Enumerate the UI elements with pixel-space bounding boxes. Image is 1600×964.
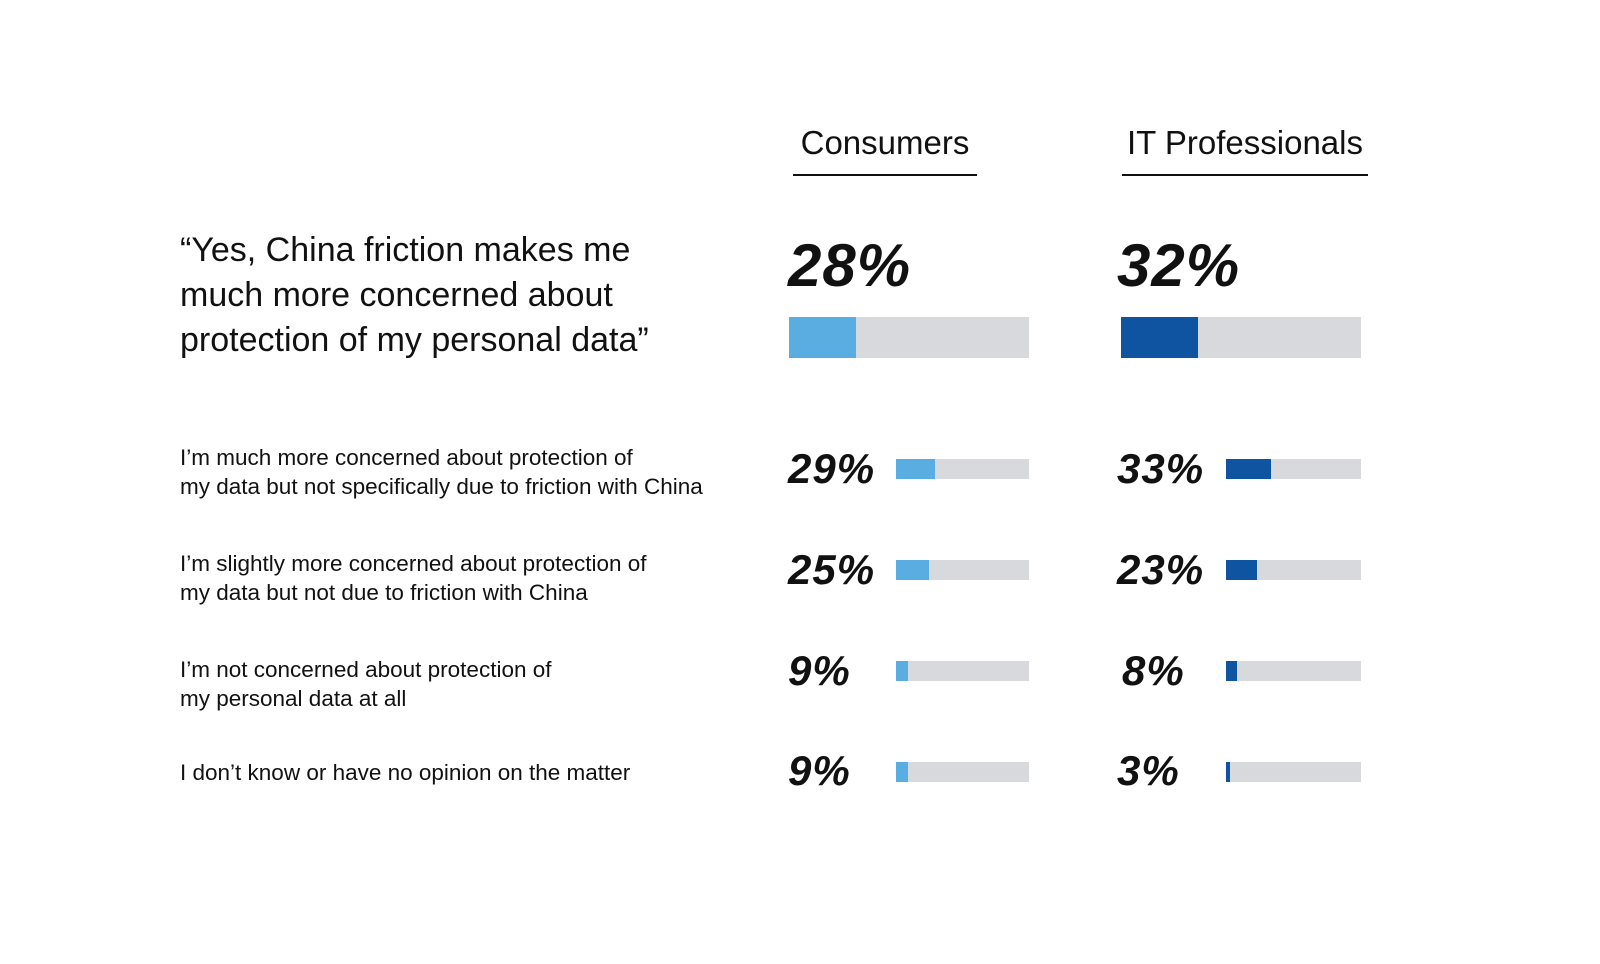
- it-bar-track: [1226, 560, 1361, 580]
- row-label-line: I’m not concerned about protection of: [180, 657, 552, 682]
- row-label-line: “Yes, China friction makes me: [180, 231, 631, 269]
- consumers-percent-label: 9%: [788, 747, 851, 794]
- consumers-bar-track: [896, 661, 1029, 681]
- row-label-line: I’m slightly more concerned about protec…: [180, 551, 647, 576]
- it-percent-label: 33%: [1117, 445, 1205, 492]
- consumers-percent-label: 29%: [788, 445, 876, 492]
- it-bar-track: [1226, 459, 1361, 479]
- consumers-bar: [896, 560, 929, 580]
- consumers-bar: [896, 661, 908, 681]
- it-bar: [1226, 762, 1230, 782]
- row-label-line: my personal data at all: [180, 686, 407, 711]
- it-bar: [1226, 459, 1271, 479]
- it-bar: [1226, 560, 1257, 580]
- row-label: I don’t know or have no opinion on the m…: [180, 758, 630, 787]
- row-label: “Yes, China friction makes me much more c…: [180, 228, 649, 363]
- row-label-line: my data but not due to friction with Chi…: [180, 580, 588, 605]
- consumers-percent-label: 9%: [788, 647, 851, 694]
- consumers-bar-track: [896, 459, 1029, 479]
- row-label-line: I don’t know or have no opinion on the m…: [180, 760, 631, 785]
- it-bar-track: [1226, 661, 1361, 681]
- row-label-line: protection of my personal data”: [180, 321, 649, 359]
- row-label-line: much more concerned about: [180, 276, 613, 314]
- row-label-line: I’m much more concerned about protection…: [180, 445, 633, 470]
- row-label-line: my data but not specifically due to fric…: [180, 474, 703, 499]
- it-bar-track: [1121, 317, 1361, 358]
- consumers-bar: [789, 317, 856, 358]
- consumers-percent-label: 25%: [788, 546, 876, 593]
- consumers-bar-track: [896, 762, 1029, 782]
- row-label: I’m slightly more concerned about protec…: [180, 549, 647, 607]
- it-professionals-column-header: IT Professionals: [1122, 122, 1368, 176]
- it-percent-label: 32%: [1117, 232, 1241, 299]
- it-bar: [1121, 317, 1198, 358]
- consumers-percent-label: 28%: [788, 232, 912, 299]
- consumers-column-header: Consumers: [793, 122, 977, 176]
- consumers-bar: [896, 762, 908, 782]
- consumers-bar-track: [789, 317, 1029, 358]
- row-label: I’m not concerned about protection of my …: [180, 655, 551, 713]
- it-percent-label: 3%: [1117, 747, 1180, 794]
- row-label: I’m much more concerned about protection…: [180, 443, 703, 501]
- consumers-bar-track: [896, 560, 1029, 580]
- it-percent-label: 23%: [1117, 546, 1205, 593]
- consumers-bar: [896, 459, 935, 479]
- it-bar-track: [1226, 762, 1361, 782]
- it-percent-label: 8%: [1122, 647, 1185, 694]
- it-bar: [1226, 661, 1237, 681]
